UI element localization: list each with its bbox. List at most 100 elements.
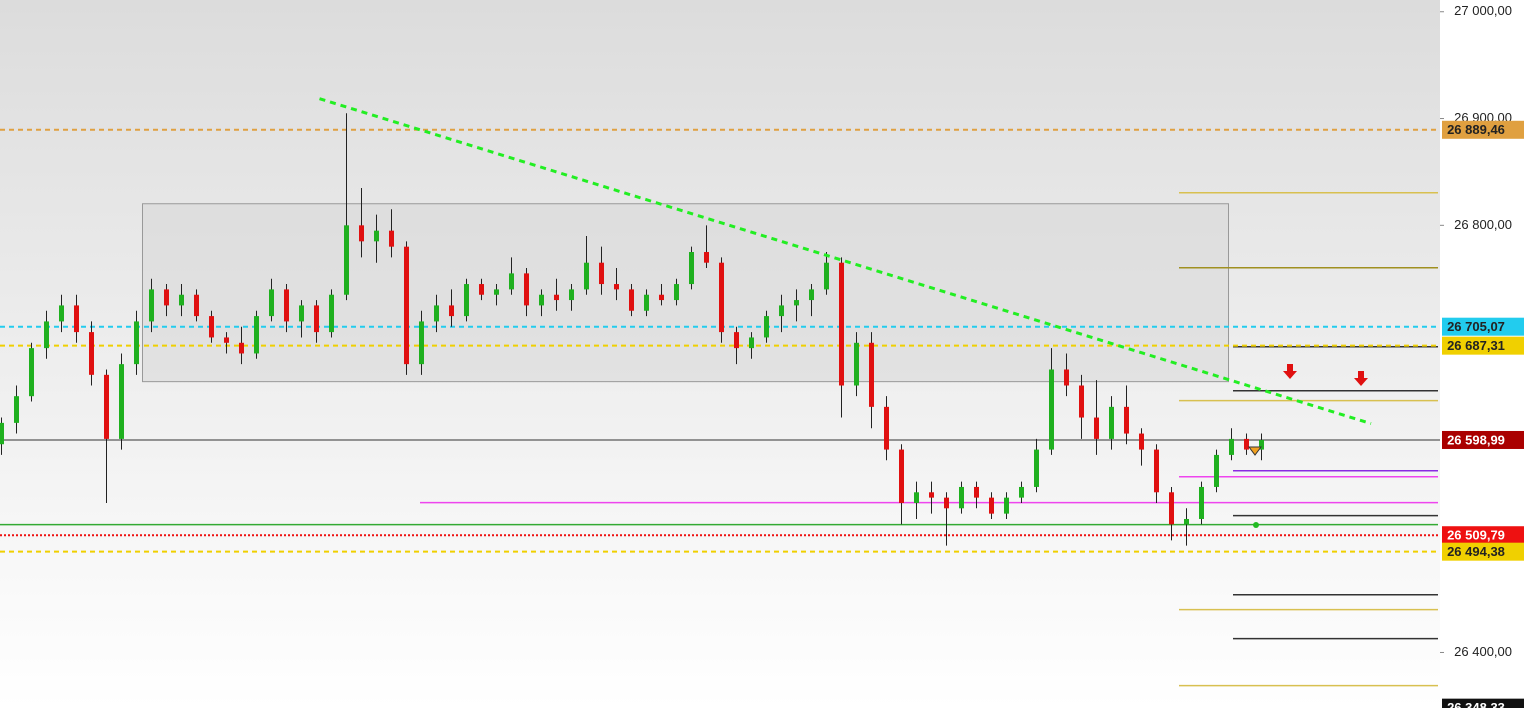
candle-body [674, 284, 679, 301]
signal-dot [1253, 522, 1259, 528]
candle-body [854, 342, 859, 386]
candle-body [59, 305, 64, 322]
candle-body [1019, 486, 1024, 498]
candle-body [839, 262, 844, 386]
candle-body [704, 252, 709, 263]
price-tag-label: 26 494,38 [1447, 544, 1505, 559]
candle-body [824, 262, 829, 290]
candle-body [239, 342, 244, 354]
candle-body [149, 289, 154, 322]
candle-body [434, 305, 439, 322]
candle-body [479, 284, 484, 295]
candle-body [1169, 492, 1174, 525]
candle-body [1034, 449, 1039, 487]
candle-body [419, 321, 424, 365]
candle-body [89, 332, 94, 375]
candle-body [569, 289, 574, 301]
price-tag [1442, 317, 1524, 336]
candle-body [959, 486, 964, 509]
candle-body [104, 374, 109, 439]
price-tag [1442, 120, 1524, 139]
candle-body [194, 294, 199, 317]
candle-body [1079, 385, 1084, 418]
candle-body [764, 316, 769, 338]
candle-body [254, 316, 259, 354]
price-tag [1442, 336, 1524, 355]
candle-body [344, 225, 349, 295]
candle-body [1064, 369, 1069, 386]
candle-body [899, 449, 904, 503]
price-tag [1442, 542, 1524, 561]
candle-body [509, 273, 514, 290]
candle-body [359, 225, 364, 242]
candle-body [29, 348, 34, 397]
candle-body [164, 289, 169, 306]
candle-body [1139, 433, 1144, 450]
candle-body [584, 262, 589, 290]
candle-body [119, 364, 124, 439]
candle-body [1109, 406, 1114, 439]
price-tag-label: 26 889,46 [1447, 122, 1505, 137]
price-tag-label: 26 348,33 [1447, 700, 1505, 708]
candle-body [1229, 438, 1234, 455]
candle-body [719, 262, 724, 333]
arrow-marker [1283, 364, 1368, 386]
candle-body [389, 230, 394, 247]
candle-body [449, 305, 454, 317]
candle-body [929, 492, 934, 498]
price-tag-label: 26 705,07 [1447, 319, 1505, 334]
signal-marker [1248, 446, 1262, 456]
candle-body [1094, 417, 1099, 439]
candle-body [0, 422, 4, 445]
y-tick-label: 26 400,00 [1454, 644, 1512, 659]
candle-body [974, 486, 979, 498]
candle-body [314, 305, 319, 333]
candle-body [44, 321, 49, 349]
y-tick-label: 26 800,00 [1454, 217, 1512, 232]
candle-body [539, 294, 544, 306]
range-box [142, 203, 1229, 383]
candle-body [914, 492, 919, 503]
candle-body [689, 252, 694, 285]
candle-body [599, 262, 604, 285]
price-tag [1442, 526, 1524, 545]
candle-body [734, 332, 739, 349]
candle-body [1199, 486, 1204, 519]
candle-body [779, 305, 784, 317]
candle-body [209, 316, 214, 338]
price-tag-label: 26 598,99 [1447, 432, 1505, 447]
candle-body [404, 246, 409, 365]
price-tag-label: 26 509,79 [1447, 528, 1505, 543]
candle-body [134, 321, 139, 365]
candle-body [659, 294, 664, 301]
candle-body [1184, 518, 1189, 525]
plot-layer [0, 97, 1440, 687]
trendline [319, 97, 1372, 426]
candle-body [1244, 438, 1249, 450]
price-tag-label: 26 687,31 [1447, 338, 1505, 353]
candle-body [944, 497, 949, 509]
candle-body [869, 342, 874, 407]
candle-body [374, 230, 379, 242]
candle-body [329, 294, 334, 333]
candle-body [749, 337, 754, 349]
candle-body [644, 294, 649, 311]
candle-body [1004, 497, 1009, 514]
candle-body [494, 289, 499, 295]
candle-body [179, 294, 184, 306]
candle-body [224, 337, 229, 343]
candle-body [794, 300, 799, 306]
price-tag [1442, 430, 1524, 449]
candle-body [284, 289, 289, 322]
candle-body [14, 396, 19, 423]
candle-body [1049, 369, 1054, 450]
candle-body [884, 406, 889, 450]
candle-body [1214, 454, 1219, 487]
candle-body [74, 305, 79, 333]
candle-body [464, 284, 469, 317]
price-tag [1442, 698, 1524, 708]
candle-body [299, 305, 304, 322]
candle-body [269, 289, 274, 317]
